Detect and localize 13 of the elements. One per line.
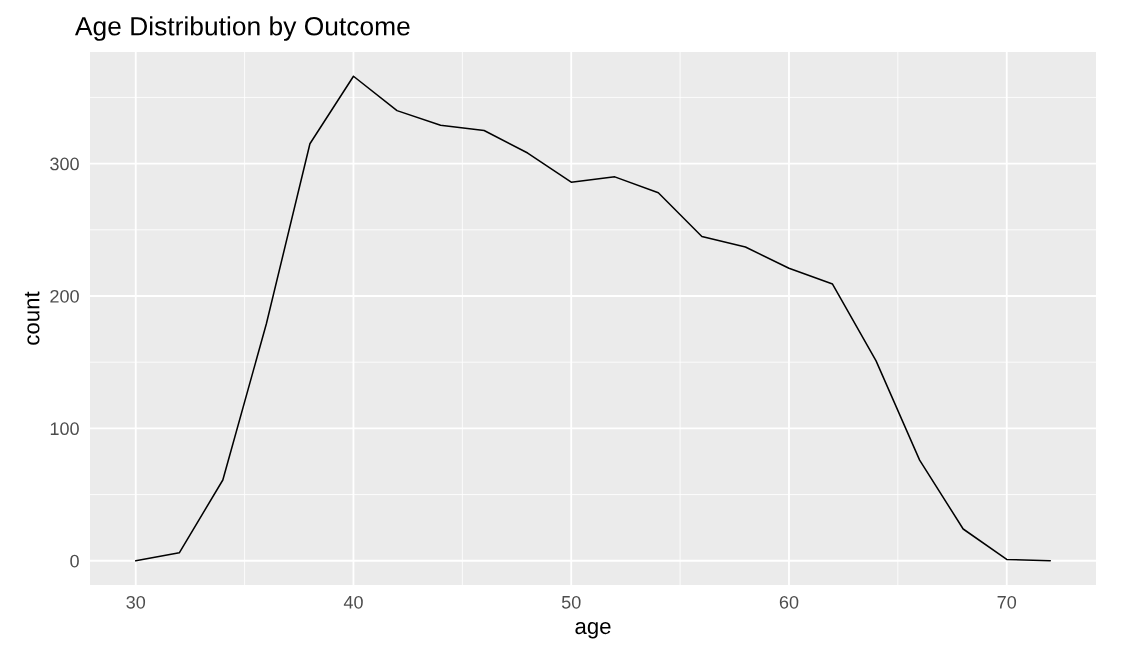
x-axis-title: age	[575, 621, 611, 639]
x-tick-label: 70	[997, 595, 1017, 609]
y-axis-title: count	[24, 291, 40, 345]
y-tick-label: 300	[50, 157, 79, 171]
x-tick-label: 60	[779, 595, 799, 609]
x-tick-label: 30	[126, 595, 146, 609]
x-tick-label: 50	[561, 595, 581, 609]
chart-title: Age Distribution by Outcome	[74, 16, 410, 41]
x-tick-label: 40	[343, 595, 363, 609]
line-series	[134, 75, 1052, 562]
y-tick-label: 100	[50, 422, 79, 436]
y-tick-label: 0	[70, 554, 79, 568]
y-tick-label: 200	[50, 289, 79, 303]
